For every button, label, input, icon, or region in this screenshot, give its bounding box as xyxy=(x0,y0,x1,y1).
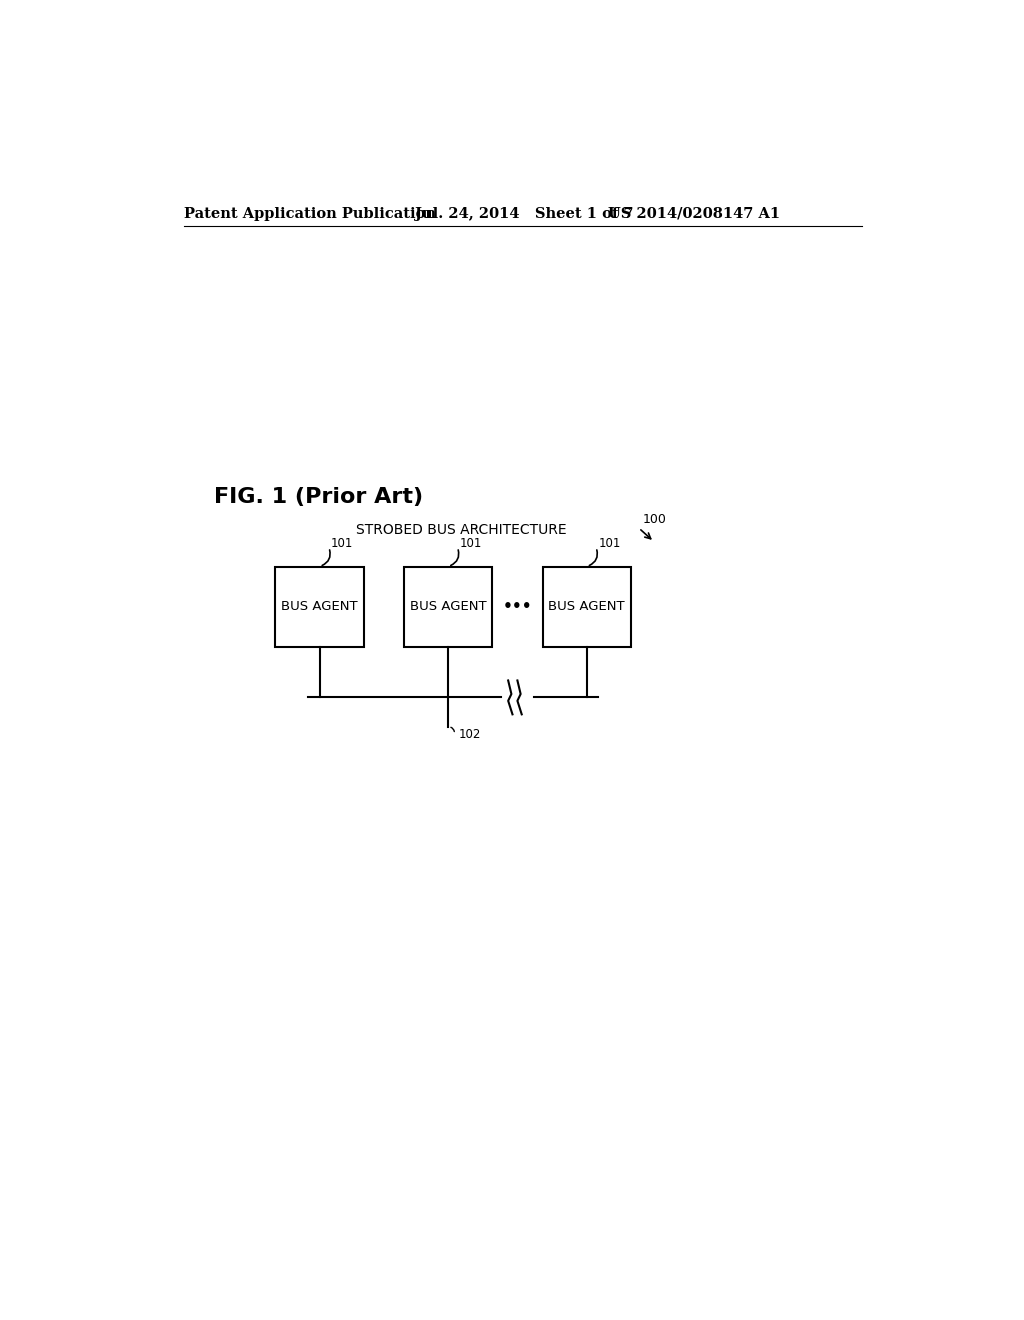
Text: FIG. 1 (Prior Art): FIG. 1 (Prior Art) xyxy=(214,487,423,507)
Text: Patent Application Publication: Patent Application Publication xyxy=(184,207,436,220)
Text: 101: 101 xyxy=(331,537,353,550)
Text: Jul. 24, 2014   Sheet 1 of 7: Jul. 24, 2014 Sheet 1 of 7 xyxy=(416,207,634,220)
Bar xyxy=(275,566,364,647)
Text: BUS AGENT: BUS AGENT xyxy=(410,601,486,614)
Bar xyxy=(403,566,493,647)
Bar xyxy=(543,566,631,647)
Text: 100: 100 xyxy=(643,512,667,525)
Text: US 2014/0208147 A1: US 2014/0208147 A1 xyxy=(608,207,780,220)
Text: •••: ••• xyxy=(503,599,532,614)
Text: 101: 101 xyxy=(460,537,482,550)
Text: BUS AGENT: BUS AGENT xyxy=(282,601,358,614)
Text: BUS AGENT: BUS AGENT xyxy=(549,601,625,614)
Text: 102: 102 xyxy=(458,727,480,741)
Text: STROBED BUS ARCHITECTURE: STROBED BUS ARCHITECTURE xyxy=(356,523,567,536)
Text: 101: 101 xyxy=(598,537,621,550)
